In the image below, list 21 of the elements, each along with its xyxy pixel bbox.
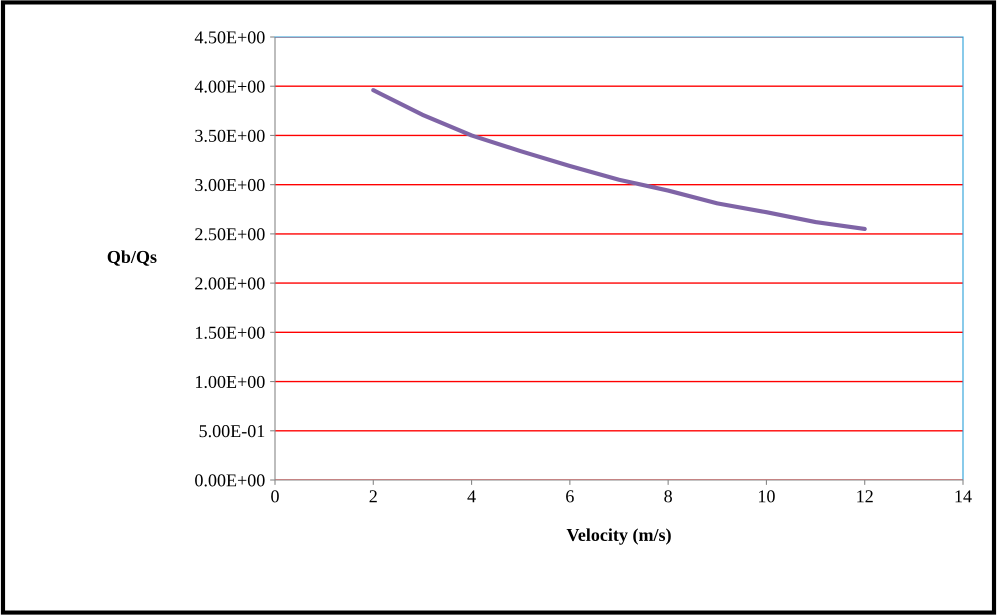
y-tick-label: 5.00E-01 [200, 425, 264, 438]
x-tick-label: 4 [467, 490, 476, 502]
x-tick-label: 6 [566, 490, 574, 502]
y-tick-label: 4.00E+00 [194, 80, 265, 93]
x-tick-label: 14 [956, 490, 972, 502]
y-tick-label: 2.00E+00 [195, 277, 265, 290]
x-tick-label: 0 [271, 490, 279, 502]
y-tick-label: 1.00E+00 [196, 376, 265, 388]
line-series [371, 88, 867, 232]
y-tick-label: 3.50E+00 [195, 130, 265, 142]
y-tick-label: 2.50E+00 [195, 228, 265, 240]
x-tick-label: 10 [758, 490, 775, 502]
y-tick-label: 1.50E+00 [196, 326, 265, 339]
x-tick-label: 2 [370, 490, 377, 502]
x-tick-label: 12 [857, 490, 873, 502]
x-axis-title: Velocity (m/s) [566, 528, 671, 545]
x-tick-label: 8 [664, 490, 672, 502]
y-axis-title: Qb/Qs [108, 250, 157, 266]
y-tick-label: 3.00E+00 [195, 178, 265, 192]
y-tick-label: 0.00E+00 [195, 474, 265, 487]
y-tick-label: 4.50E+00 [194, 31, 265, 44]
